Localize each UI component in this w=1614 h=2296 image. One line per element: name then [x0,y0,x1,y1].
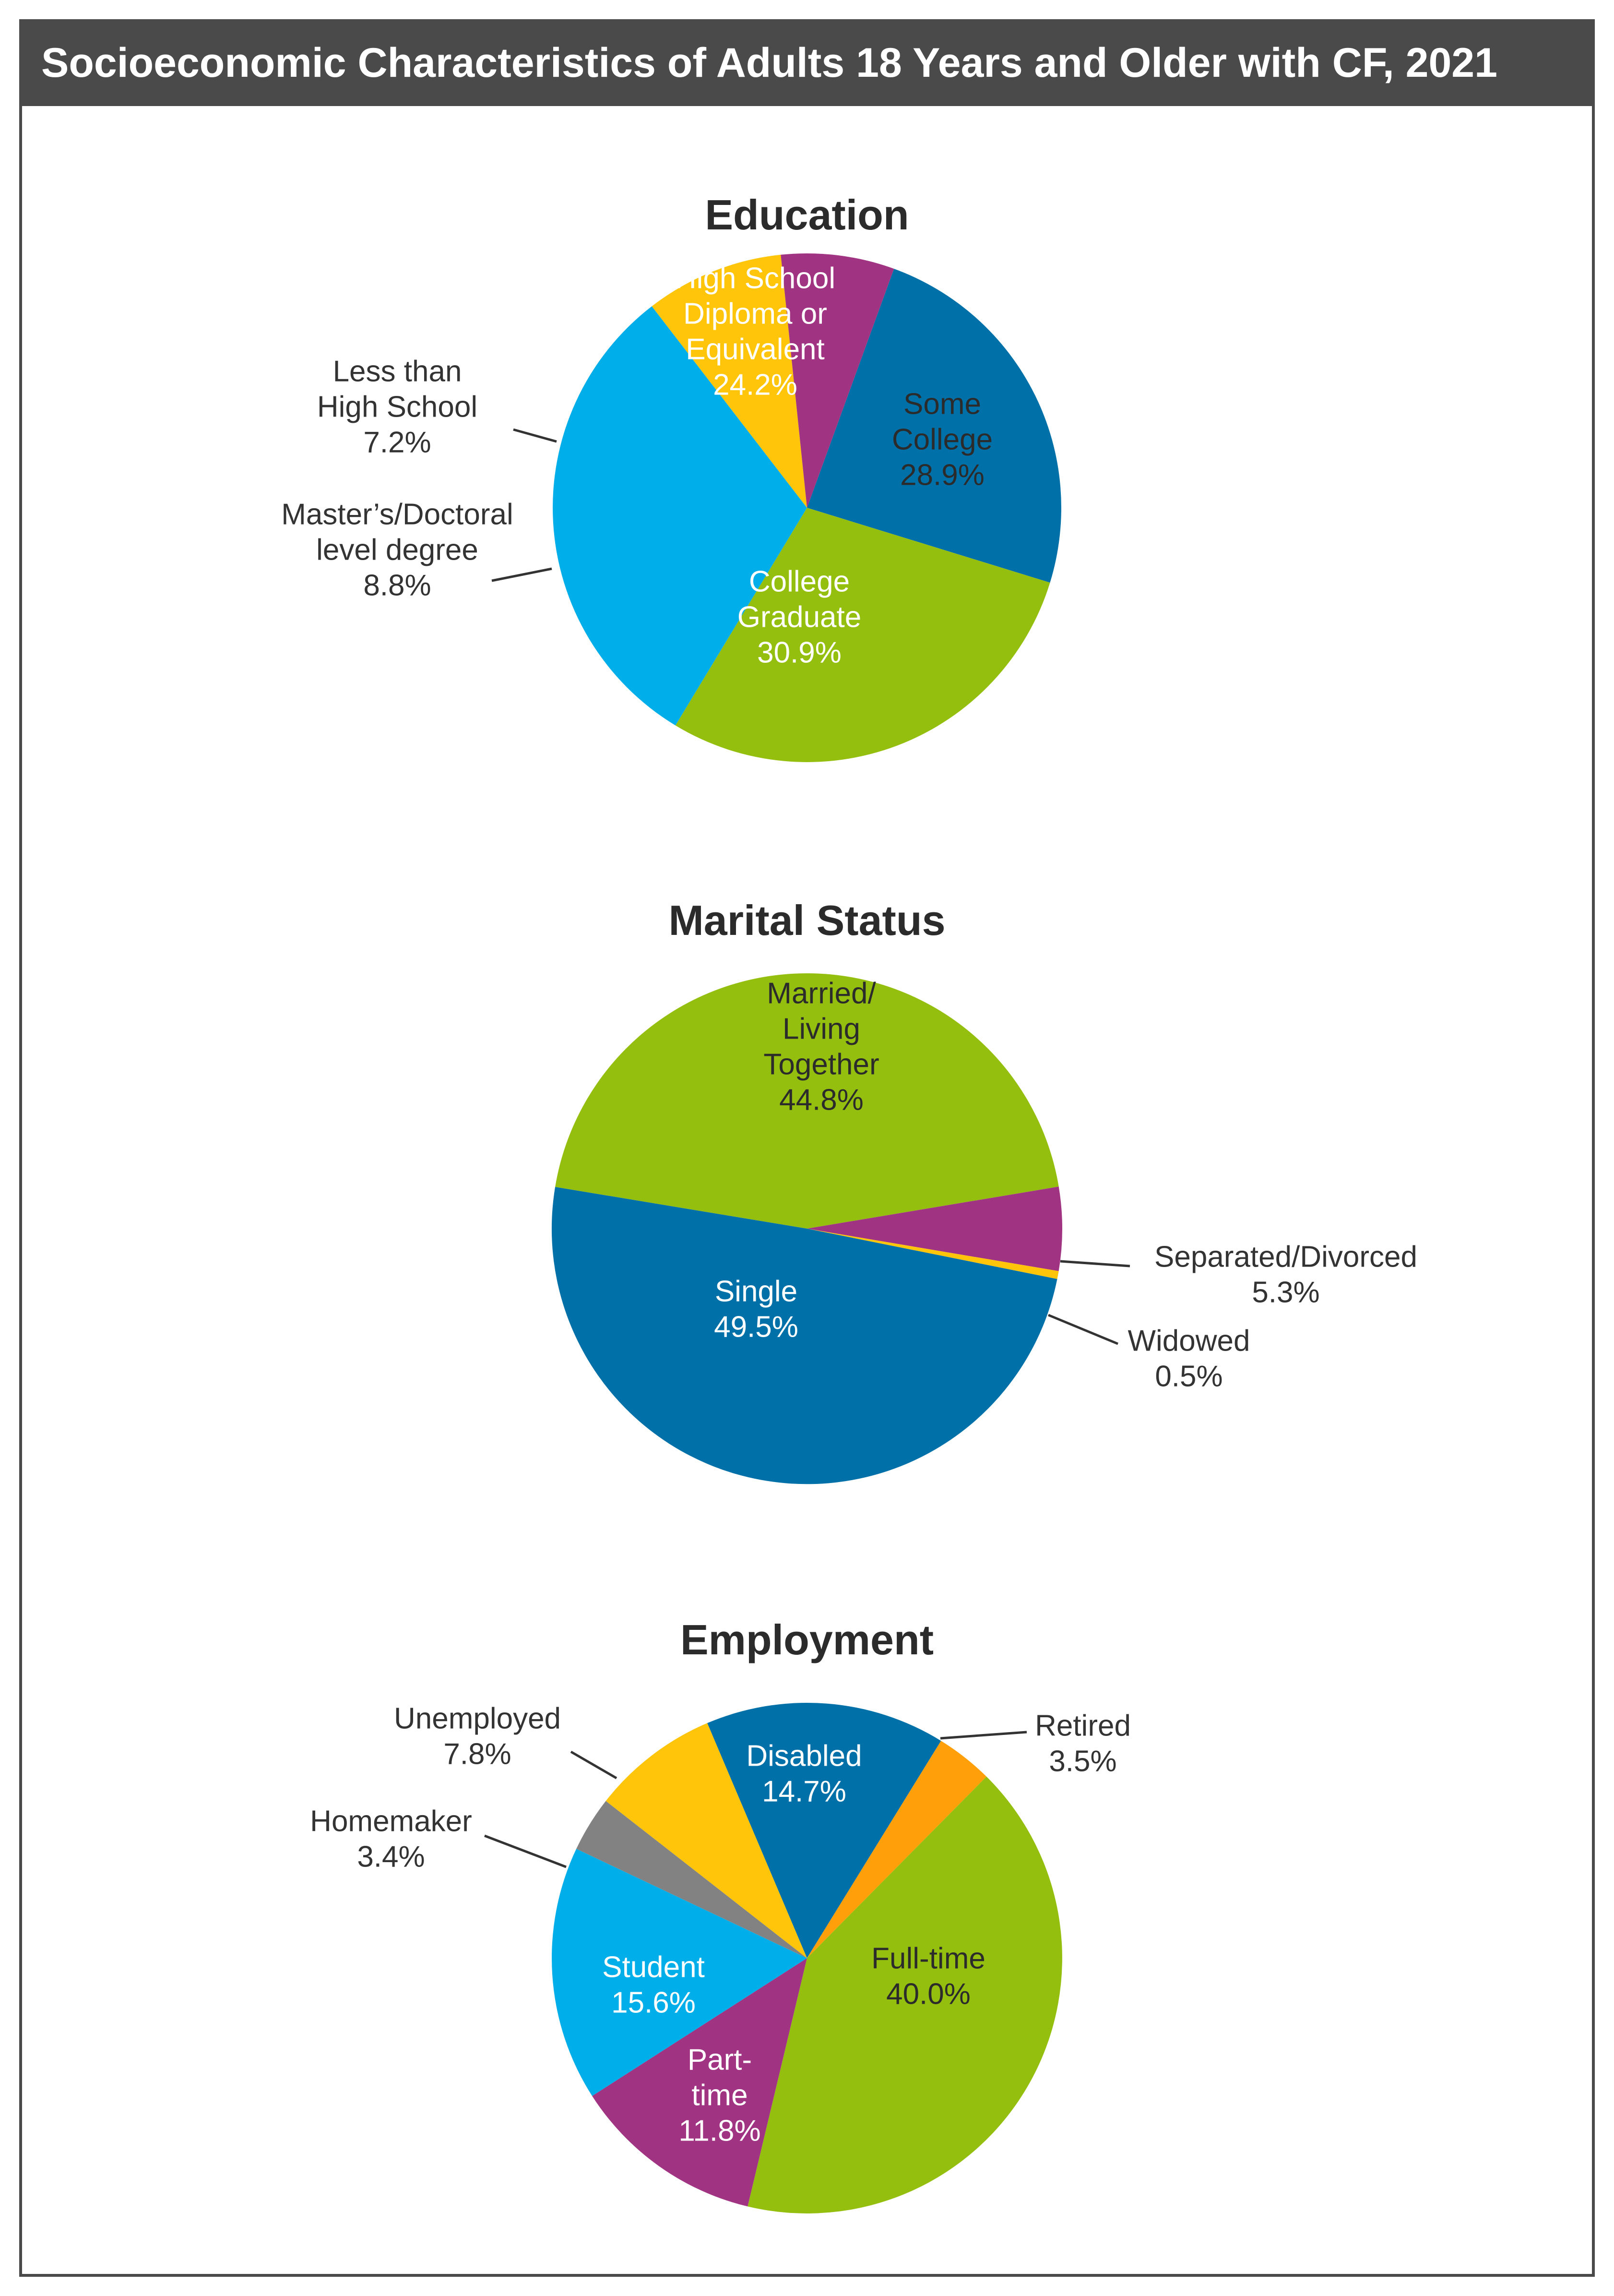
slice-some-college [675,508,1050,762]
data-label-line: Diploma or [683,297,827,330]
data-label-line: 3.4% [357,1840,425,1873]
data-label-line: Less than [333,355,462,388]
leader-line-master-s-doctoral-level-degree [491,567,552,582]
data-label-line: 28.9% [900,458,985,491]
data-label-line: Some [903,387,981,420]
employment-chart-title: Employment [680,1616,934,1663]
education-chart: Education High School Diploma or Equivalen… [281,191,1061,762]
data-label-full-time: Full-time 40.0% [871,1942,985,2010]
slice-unemployed [605,1723,807,1958]
slice-retired [807,1741,987,1958]
education-labels: High School Diploma or Equivalent 24.2%Some… [281,262,993,669]
slice-part-time [592,1958,807,2207]
slice-high-school-diploma-or-equivalent [807,269,1061,583]
data-label-line: 44.8% [779,1083,864,1116]
data-label-line: Student [602,1950,705,1984]
slice-married-living-together [555,973,1059,1229]
data-label-line: 15.6% [611,1986,696,2019]
data-label-line: 49.5% [714,1310,798,1343]
marital-status-labels: Married/Living Together 44.8% Separated/Div… [714,977,1417,1393]
slice-homemaker [576,1801,807,1958]
education-chart-title: Education [705,191,909,239]
leader-line-homemaker [484,1834,567,1868]
data-label-retired: Retired 3.5% [1035,1709,1131,1778]
data-label-line: 11.8% [678,2114,760,2147]
data-label-line: 0.5% [1155,1360,1222,1393]
marital-status-chart-title: Marital Status [668,897,945,944]
data-label-line: Separated/Divorced [1154,1240,1417,1273]
data-label-master-s-doctoral-level-degree: Master’s/Doctoral level degree 8.8% [281,498,513,602]
data-label-married-living-together: Married/Living Together 44.8% [763,977,879,1116]
data-label-line: Retired [1035,1709,1131,1742]
data-label-line: Widowed [1128,1324,1250,1357]
slice-single [551,1187,1057,1484]
slice-separated-divorced [807,1186,1062,1271]
data-label-line: 7.2% [363,426,431,459]
data-label-line: 30.9% [757,636,842,669]
data-label-line: Homemaker [310,1805,472,1838]
slice-master-s-doctoral-level-degree [652,254,807,508]
data-label-line: High School [317,390,477,423]
data-label-line: 5.3% [1252,1276,1319,1309]
data-label-line: Disabled [746,1739,862,1772]
slice-disabled [707,1702,941,1958]
data-label-student: Student 15.6% [602,1950,705,2019]
data-label-line: Together [763,1048,879,1081]
data-label-disabled: Disabled 14.7% [746,1739,862,1808]
data-label-line: 40.0% [886,1977,971,2010]
data-label-line: Full-time [871,1942,985,1975]
slice-college-graduate [553,306,807,726]
page-title: Socioeconomic Characteristics of Adults … [41,40,1497,86]
leader-line-separated-divorced [1060,1260,1130,1268]
data-label-line: Single [715,1275,797,1308]
data-label-high-school-diploma-or-equivalent: High School Diploma or Equivalent 24.2% [675,262,835,401]
data-label-less-than-high-school: Less than High School 7.2% [317,355,477,459]
data-label-line: 24.2% [713,368,797,401]
employment-labels: Disabled 14.7% Retired 3.5% Full-time 40.0% Pa… [310,1702,1131,2147]
slice-full-time [748,1776,1062,2213]
data-label-line: College [749,565,850,598]
data-label-separated-divorced: Separated/Divorced 5.3% [1154,1240,1417,1309]
slice-less-than-high-school [781,253,894,508]
slice-widowed [807,1229,1059,1279]
marital-status-chart: Marital Status Married/Living Together 44.… [551,897,1417,1484]
slice-student [552,1849,807,2096]
data-label-line: Married/ [767,977,876,1010]
data-label-line: 7.8% [443,1737,511,1770]
marital-status-slices [551,973,1062,1484]
title-bar: Socioeconomic Characteristics of Adults … [22,22,1592,106]
data-label-line: High School [675,262,835,295]
data-label-single: Single 49.5% [714,1275,798,1343]
data-label-line: time [691,2079,748,2112]
data-label-some-college: Some College 28.9% [892,387,993,491]
data-label-line: 14.7% [762,1775,846,1808]
data-label-unemployed: Unemployed 7.8% [394,1702,561,1770]
data-label-line: College [892,423,993,456]
data-label-line: level degree [316,533,478,566]
data-label-line: Part- [688,2043,752,2076]
data-label-part-time: Part-time 11.8% [678,2043,760,2147]
leader-line-retired [940,1731,1027,1740]
data-label-widowed: Widowed 0.5% [1128,1324,1250,1393]
leader-line-widowed [1048,1314,1118,1345]
data-label-line: 3.5% [1049,1745,1116,1778]
data-label-line: Equivalent [686,333,825,366]
data-label-college-graduate: College Graduate 30.9% [737,565,862,669]
education-slices [553,253,1061,762]
data-label-line: Master’s/Doctoral [281,498,513,531]
employment-slices [552,1702,1062,2213]
data-label-line: 8.8% [363,569,431,602]
data-label-line: Graduate [737,600,862,634]
data-label-line: Unemployed [394,1702,561,1735]
data-label-homemaker: Homemaker 3.4% [310,1805,472,1873]
leader-line-unemployed [570,1750,617,1780]
employment-chart: Employment Disabled 14.7% Retired 3.5% Full-… [310,1616,1131,2213]
data-label-line: Living [783,1012,860,1045]
leader-line-less-than-high-school [513,428,557,443]
